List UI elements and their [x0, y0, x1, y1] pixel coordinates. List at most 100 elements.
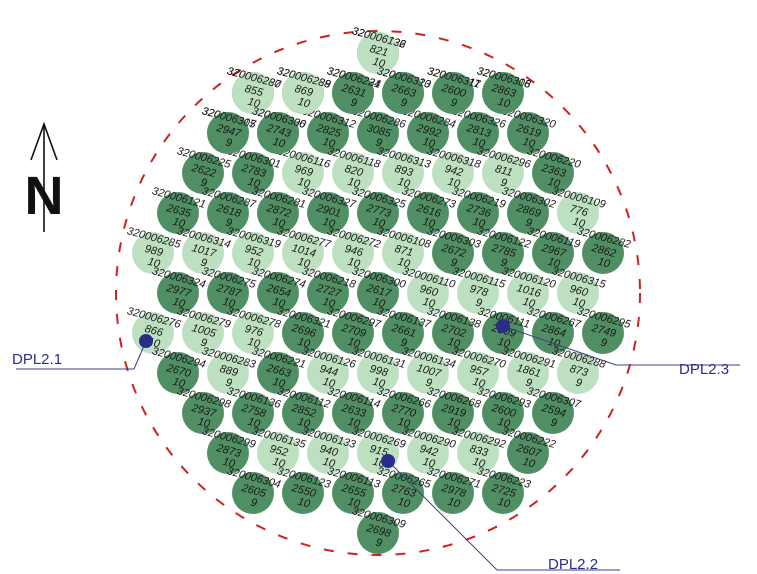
cell-a-label: 969	[293, 163, 314, 179]
cell-b-label: 9	[574, 377, 583, 390]
cell-b-label: 10	[196, 416, 212, 431]
cell-b-label: 10	[596, 256, 612, 271]
cell-circle	[332, 312, 374, 354]
cell-circle	[532, 152, 574, 194]
cell-group: 3200062262919103200062272754103200062282…	[126, 25, 633, 554]
cell-circle	[307, 352, 349, 394]
cell-b-label: 10	[421, 216, 437, 231]
cell-circle	[282, 312, 324, 354]
dpl21-marker[interactable]	[139, 334, 153, 348]
cell-b-label: 9	[449, 97, 458, 110]
cell-b-label: 9	[424, 377, 433, 390]
cell-circle	[357, 192, 399, 234]
cell-b-label: 10	[371, 376, 387, 391]
cell-b-label: 10	[346, 416, 362, 431]
cell-b-label: 10	[171, 216, 187, 231]
cell-circle	[182, 312, 224, 354]
cell-a-label: 833	[468, 443, 490, 460]
dpl22-marker[interactable]	[381, 454, 395, 468]
cell-circle	[307, 432, 349, 474]
dpl21-label: DPL2.1	[12, 351, 62, 368]
cell-a-label: 889	[218, 363, 239, 379]
cell-circle	[507, 192, 549, 234]
cell-circle	[182, 152, 224, 194]
cell-circle	[557, 352, 599, 394]
cell-circle	[182, 232, 224, 274]
cell-b-label: 10	[396, 256, 412, 271]
cell-a-label: 942	[418, 443, 439, 459]
cell-b-label: 10	[321, 216, 337, 231]
cell-circle	[407, 352, 449, 394]
cell-b-label: 10	[571, 216, 587, 231]
cell-circle	[457, 192, 499, 234]
cell-a-label: 855	[243, 83, 265, 100]
cell-circle	[232, 392, 274, 434]
cell-b-label: 10	[221, 296, 237, 311]
cell-circle	[257, 352, 299, 394]
cell-circle	[207, 432, 249, 474]
cell-b-label: 10	[171, 376, 187, 391]
cell-b-label: 10	[371, 56, 387, 71]
cell-circle	[307, 272, 349, 314]
cell-b-label: 10	[271, 456, 287, 471]
cell-circle	[482, 472, 524, 514]
cell-circle	[457, 272, 499, 314]
cell-circle	[532, 392, 574, 434]
cell-a-label: 952	[243, 243, 264, 259]
dpl23-marker[interactable]	[496, 319, 510, 333]
cell-circle	[282, 152, 324, 194]
cell-b-label: 9	[399, 97, 408, 110]
cell-circle	[257, 192, 299, 234]
cell-b-label: 9	[599, 337, 608, 350]
cell-circle	[432, 472, 474, 514]
cell-circle	[507, 432, 549, 474]
callout-group: DPL2.1 DPL2.3 DPL2.2	[12, 319, 740, 573]
dpl22-label: DPL2.2	[548, 556, 598, 573]
cell-circle	[357, 512, 399, 554]
cell-b-label: 10	[471, 216, 487, 231]
cell-b-label: 10	[271, 216, 287, 231]
cell-circle	[282, 72, 324, 114]
cell-circle	[207, 272, 249, 314]
cell-a-label: 998	[368, 363, 390, 380]
cell-b-label: 9	[374, 137, 383, 150]
dpl22-leader-diagonal	[387, 460, 498, 571]
cell-b-label: 10	[221, 456, 237, 471]
cell-b-label: 10	[521, 456, 537, 471]
cell-circle	[532, 232, 574, 274]
